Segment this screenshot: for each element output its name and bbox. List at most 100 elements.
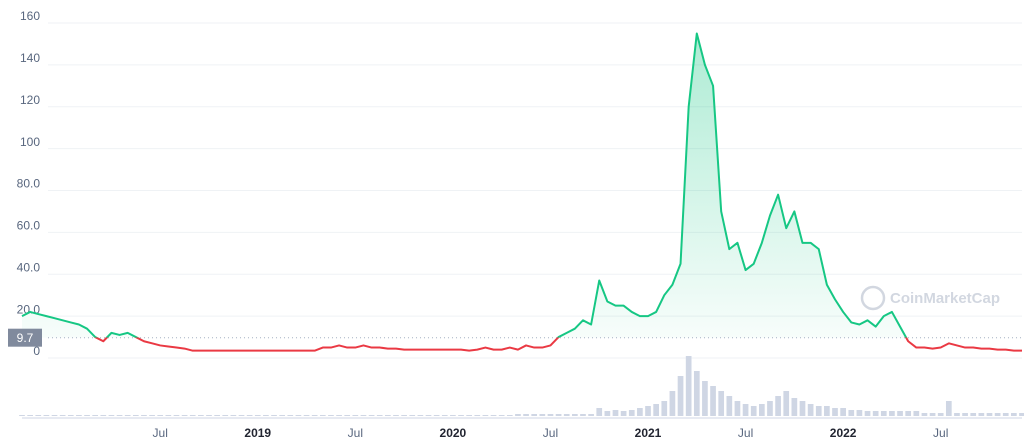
volume-bar <box>450 415 456 416</box>
volume-bar <box>677 376 684 416</box>
volume-bar <box>344 415 351 416</box>
volume-bar <box>815 406 822 416</box>
volume-bar <box>897 411 903 416</box>
volume-bar <box>67 415 74 416</box>
volume-bar <box>872 411 879 416</box>
volume-bar <box>189 415 196 416</box>
volume-bar <box>531 414 538 416</box>
volume-bar <box>506 415 513 416</box>
volume-bar <box>913 411 920 416</box>
x-tick-label: 2021 <box>635 426 662 440</box>
x-tick-label: Jul <box>348 426 363 440</box>
reference-label: 9.7 <box>17 331 34 345</box>
volume-bar <box>986 413 993 416</box>
volume-bar <box>51 415 58 416</box>
y-tick-label: 160 <box>20 9 40 23</box>
volume-bar <box>214 415 220 416</box>
volume-bar <box>141 415 147 416</box>
volume-bar <box>198 415 204 416</box>
volume-bar <box>880 411 887 416</box>
volume-bar <box>661 401 668 416</box>
x-tick-label: 2020 <box>440 426 467 440</box>
x-tick-label: Jul <box>933 426 948 440</box>
volume-bar <box>848 410 855 416</box>
volume-bar <box>799 401 806 416</box>
volume-bar <box>173 415 180 416</box>
volume-bar <box>929 413 936 416</box>
volume-bar <box>490 415 497 416</box>
y-tick-label: 120 <box>20 93 40 107</box>
volume-bar <box>620 411 627 416</box>
volume-bar <box>832 408 838 416</box>
volume-bar <box>441 415 448 416</box>
x-tick-label: Jul <box>543 426 558 440</box>
volume-bar <box>157 415 164 416</box>
volume-bar <box>124 415 131 416</box>
volume-bar <box>43 415 50 416</box>
volume-bar <box>604 411 611 416</box>
volume-bar <box>685 356 692 416</box>
volume-bar <box>937 413 944 416</box>
watermark-text: CoinMarketCap <box>890 290 1000 307</box>
y-tick-label: 100 <box>20 135 40 149</box>
volume-bar <box>758 404 765 416</box>
volume-bar <box>230 415 237 416</box>
y-tick-label: 60.0 <box>17 219 41 233</box>
volume-bar <box>336 415 342 416</box>
price-line <box>21 32 1022 352</box>
volume-bar <box>466 415 472 416</box>
volume-bar <box>206 415 212 416</box>
volume-bar <box>856 410 863 416</box>
volume-bar <box>254 415 261 416</box>
volume-bar <box>303 415 310 416</box>
area-fill <box>22 33 907 338</box>
volume-bar <box>515 414 521 416</box>
y-tick-label: 0 <box>33 344 40 358</box>
volume-bar <box>710 386 716 416</box>
volume-bar <box>328 415 334 416</box>
volume-bar <box>1002 413 1009 416</box>
volume-bar <box>482 415 489 416</box>
volume-bar <box>637 408 643 416</box>
volume-bar <box>149 415 155 416</box>
volume-bar <box>945 401 952 416</box>
volume-bar <box>35 415 42 416</box>
volume-bar <box>295 415 302 416</box>
volume-bar <box>750 406 757 416</box>
volume-bar <box>246 415 253 416</box>
volume-bar <box>59 415 66 416</box>
volume-bar <box>84 415 90 416</box>
volume-bar <box>669 391 676 416</box>
volume-bar <box>100 415 107 416</box>
volume-bar <box>588 414 594 416</box>
volume-bar <box>563 414 570 416</box>
volume-bar <box>27 415 33 416</box>
x-tick-label: 2019 <box>244 426 271 440</box>
volume-bar <box>222 415 229 416</box>
volume-bar <box>954 413 960 416</box>
y-tick-label: 140 <box>20 51 40 65</box>
volume-bar <box>726 396 733 416</box>
volume-bar <box>287 415 294 416</box>
volume-bar <box>1011 413 1017 416</box>
volume-bar <box>271 415 277 416</box>
y-tick-label: 80.0 <box>17 177 41 191</box>
volume-bar <box>783 391 790 416</box>
volume-bar <box>734 401 741 416</box>
volume-bar <box>474 415 481 416</box>
volume-bar <box>165 415 172 416</box>
volume-bar <box>409 415 416 416</box>
volume-bar <box>132 415 139 416</box>
volume-bar <box>791 398 798 416</box>
volume-bar <box>263 415 269 416</box>
volume-bar <box>417 415 424 416</box>
volume-bar <box>775 396 781 416</box>
volume-bar <box>498 415 505 416</box>
volume-bar <box>393 415 399 416</box>
y-tick-label: 40.0 <box>17 260 41 274</box>
volume-bar <box>360 415 367 416</box>
volume-bar <box>921 413 928 416</box>
volume-bar <box>311 415 318 416</box>
x-tick-label: Jul <box>738 426 753 440</box>
